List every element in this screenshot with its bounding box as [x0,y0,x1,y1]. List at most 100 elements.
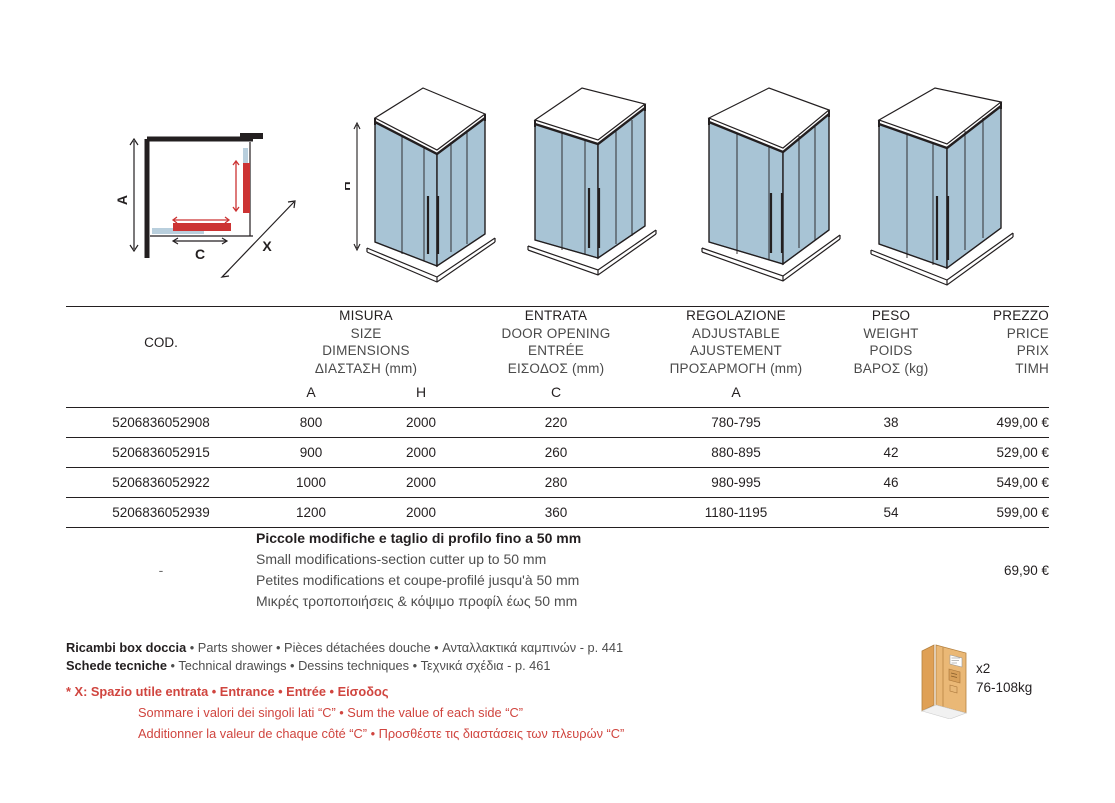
cell-adjust: 1180-1195 [636,497,836,528]
modifications-row[interactable]: - Piccole modifiche e taglio di profilo … [66,527,1049,612]
cell-a: 1200 [256,497,366,528]
header-weight: PESO WEIGHT POIDS ΒΑΡΟΣ (kg) [836,306,946,377]
red-note-entrance: * X: Spazio utile entrata • Entrance • E… [66,681,966,702]
note-parts-shower: Ricambi box doccia • Parts shower • Pièc… [66,639,866,657]
packaging-weight-range: 76-108kg [976,680,1033,695]
subheader-price [946,377,1049,408]
header-adjustable: REGOLAZIONE ADJUSTABLE AJUSTEMENT ΠΡΟΣΑΡ… [636,306,836,377]
cell-a: 1000 [256,467,366,498]
enclosure-3d-4 [870,87,1014,286]
cell-cod: 5206836052939 [66,497,256,528]
subheader-c: C [550,384,562,400]
packaging-quantity: x2 [976,661,991,676]
header-cod: COD. [66,306,256,377]
header-weight-fr: POIDS [869,343,913,358]
header-price-en: PRICE [1006,325,1049,341]
cell-weight: 42 [836,437,946,468]
specification-table: COD. MISURA SIZE DIMENSIONS ΔΙΑΣΤΑΣΗ (mm… [66,306,1049,612]
cell-c: 360 [476,497,636,528]
modifications-line-fr: Petites modifications et coupe-profilé j… [256,572,580,588]
cell-price: 499,00 € [946,407,1049,438]
table-row[interactable]: 5206836052922 1000 2000 280 980-995 46 5… [66,467,1049,498]
red-note-entrance-text: * X: Spazio utile entrata • Entrance • E… [66,684,389,699]
header-size: MISURA SIZE DIMENSIONS ΔΙΑΣΤΑΣΗ (mm) [256,306,476,377]
header-size-en: SIZE [350,325,382,341]
header-size-it: MISURA [339,308,393,323]
plan-label-c: C [195,246,205,262]
modifications-line-gr: Μικρές τροποποιήσεις & κόψιμο προφίλ έως… [256,593,578,609]
header-door-en: DOOR OPENING [501,325,611,341]
cell-weight: 46 [836,467,946,498]
header-door-fr: ENTRÉE [528,343,584,358]
cell-cod: 5206836052908 [66,407,256,438]
modifications-price: 69,90 € [946,527,1049,612]
cell-price: 549,00 € [946,467,1049,498]
subheader-cod [66,377,256,408]
header-adjust-it: REGOLAZIONE [686,308,786,323]
header-adjust-en: ADJUSTABLE [691,325,781,341]
header-weight-gr: ΒΑΡΟΣ (kg) [853,360,929,376]
modifications-text: Piccole modifiche e taglio di profilo fi… [256,527,946,612]
header-size-fr: DIMENSIONS [322,343,410,358]
enclosure-3d-2 [527,87,657,276]
header-price-it: PREZZO [993,308,1049,323]
footer-notes: Ricambi box doccia • Parts shower • Pièc… [66,639,866,675]
header-door-gr: ΕΙΣΟΔΟΣ (mm) [507,360,605,376]
note-technical-drawings-bold: Schede tecniche [66,658,167,673]
table-row[interactable]: 5206836052908 800 2000 220 780-795 38 49… [66,407,1049,438]
enclosure-3d-1: H [345,87,496,283]
cell-h: 2000 [366,467,476,498]
cell-weight: 54 [836,497,946,528]
modifications-cod: - [66,527,256,612]
header-size-gr: ΔΙΑΣΤΑΣΗ (mm) [314,360,418,376]
red-note-sum: Sommare i valori dei singoli lati “C” • … [138,705,523,720]
cell-price: 529,00 € [946,437,1049,468]
cell-cod: 5206836052922 [66,467,256,498]
header-price: PREZZO PRICE PRIX ΤΙΜΗ [946,306,1049,377]
illustration-band: A C X [0,0,1115,300]
packaging-info: x2 76-108kg [920,637,1100,727]
header-adjust-gr: ΠΡΟΣΑΡΜΟΓΗ (mm) [669,360,803,376]
plan-view-diagram: A C X [114,133,296,278]
cell-h: 2000 [366,497,476,528]
enclosure-3d-3 [701,87,841,282]
subheader-a: A [306,384,316,400]
header-price-gr: ΤΙΜΗ [1015,360,1049,376]
enclosure-height-label: H [345,181,353,190]
modifications-line-it: Piccole modifiche e taglio di profilo fi… [256,530,582,546]
cell-c: 220 [476,407,636,438]
cell-adjust: 980-995 [636,467,836,498]
note-parts-shower-rest: • Parts shower • Pièces détachées douche… [186,640,624,655]
cell-weight: 38 [836,407,946,438]
header-weight-en: WEIGHT [863,325,919,341]
cell-adjust: 780-795 [636,407,836,438]
cell-c: 260 [476,437,636,468]
subheader-adjust: A [731,384,741,400]
cell-adjust: 880-895 [636,437,836,468]
cell-a: 800 [256,407,366,438]
table-row[interactable]: 5206836052939 1200 2000 360 1180-1195 54… [66,497,1049,528]
header-price-fr: PRIX [1016,343,1049,358]
cell-cod: 5206836052915 [66,437,256,468]
subheader-h: H [415,384,427,400]
red-note-sum-fr-gr: Additionner la valeur de chaque côté “C”… [138,726,625,741]
note-technical-drawings-rest: • Technical drawings • Dessins technique… [167,658,551,673]
wooden-crate-icon [921,644,967,719]
header-adjust-fr: AJUSTEMENT [689,343,782,358]
cell-c: 280 [476,467,636,498]
cell-price: 599,00 € [946,497,1049,528]
cell-h: 2000 [366,407,476,438]
note-technical-drawings: Schede tecniche • Technical drawings • D… [66,657,866,675]
note-parts-shower-bold: Ricambi box doccia [66,640,187,655]
modifications-line-en: Small modifications-section cutter up to… [256,551,547,567]
cell-h: 2000 [366,437,476,468]
table-header-row: COD. MISURA SIZE DIMENSIONS ΔΙΑΣΤΑΣΗ (mm… [66,306,1049,377]
red-notes: * X: Spazio utile entrata • Entrance • E… [66,681,966,744]
header-door-opening: ENTRATA DOOR OPENING ENTRÉE ΕΙΣΟΔΟΣ (mm) [476,306,636,377]
plan-label-x: X [262,238,272,254]
header-door-it: ENTRATA [524,308,588,323]
cell-a: 900 [256,437,366,468]
subheader-weight [836,377,946,408]
plan-label-a: A [114,195,130,205]
table-row[interactable]: 5206836052915 900 2000 260 880-895 42 52… [66,437,1049,468]
